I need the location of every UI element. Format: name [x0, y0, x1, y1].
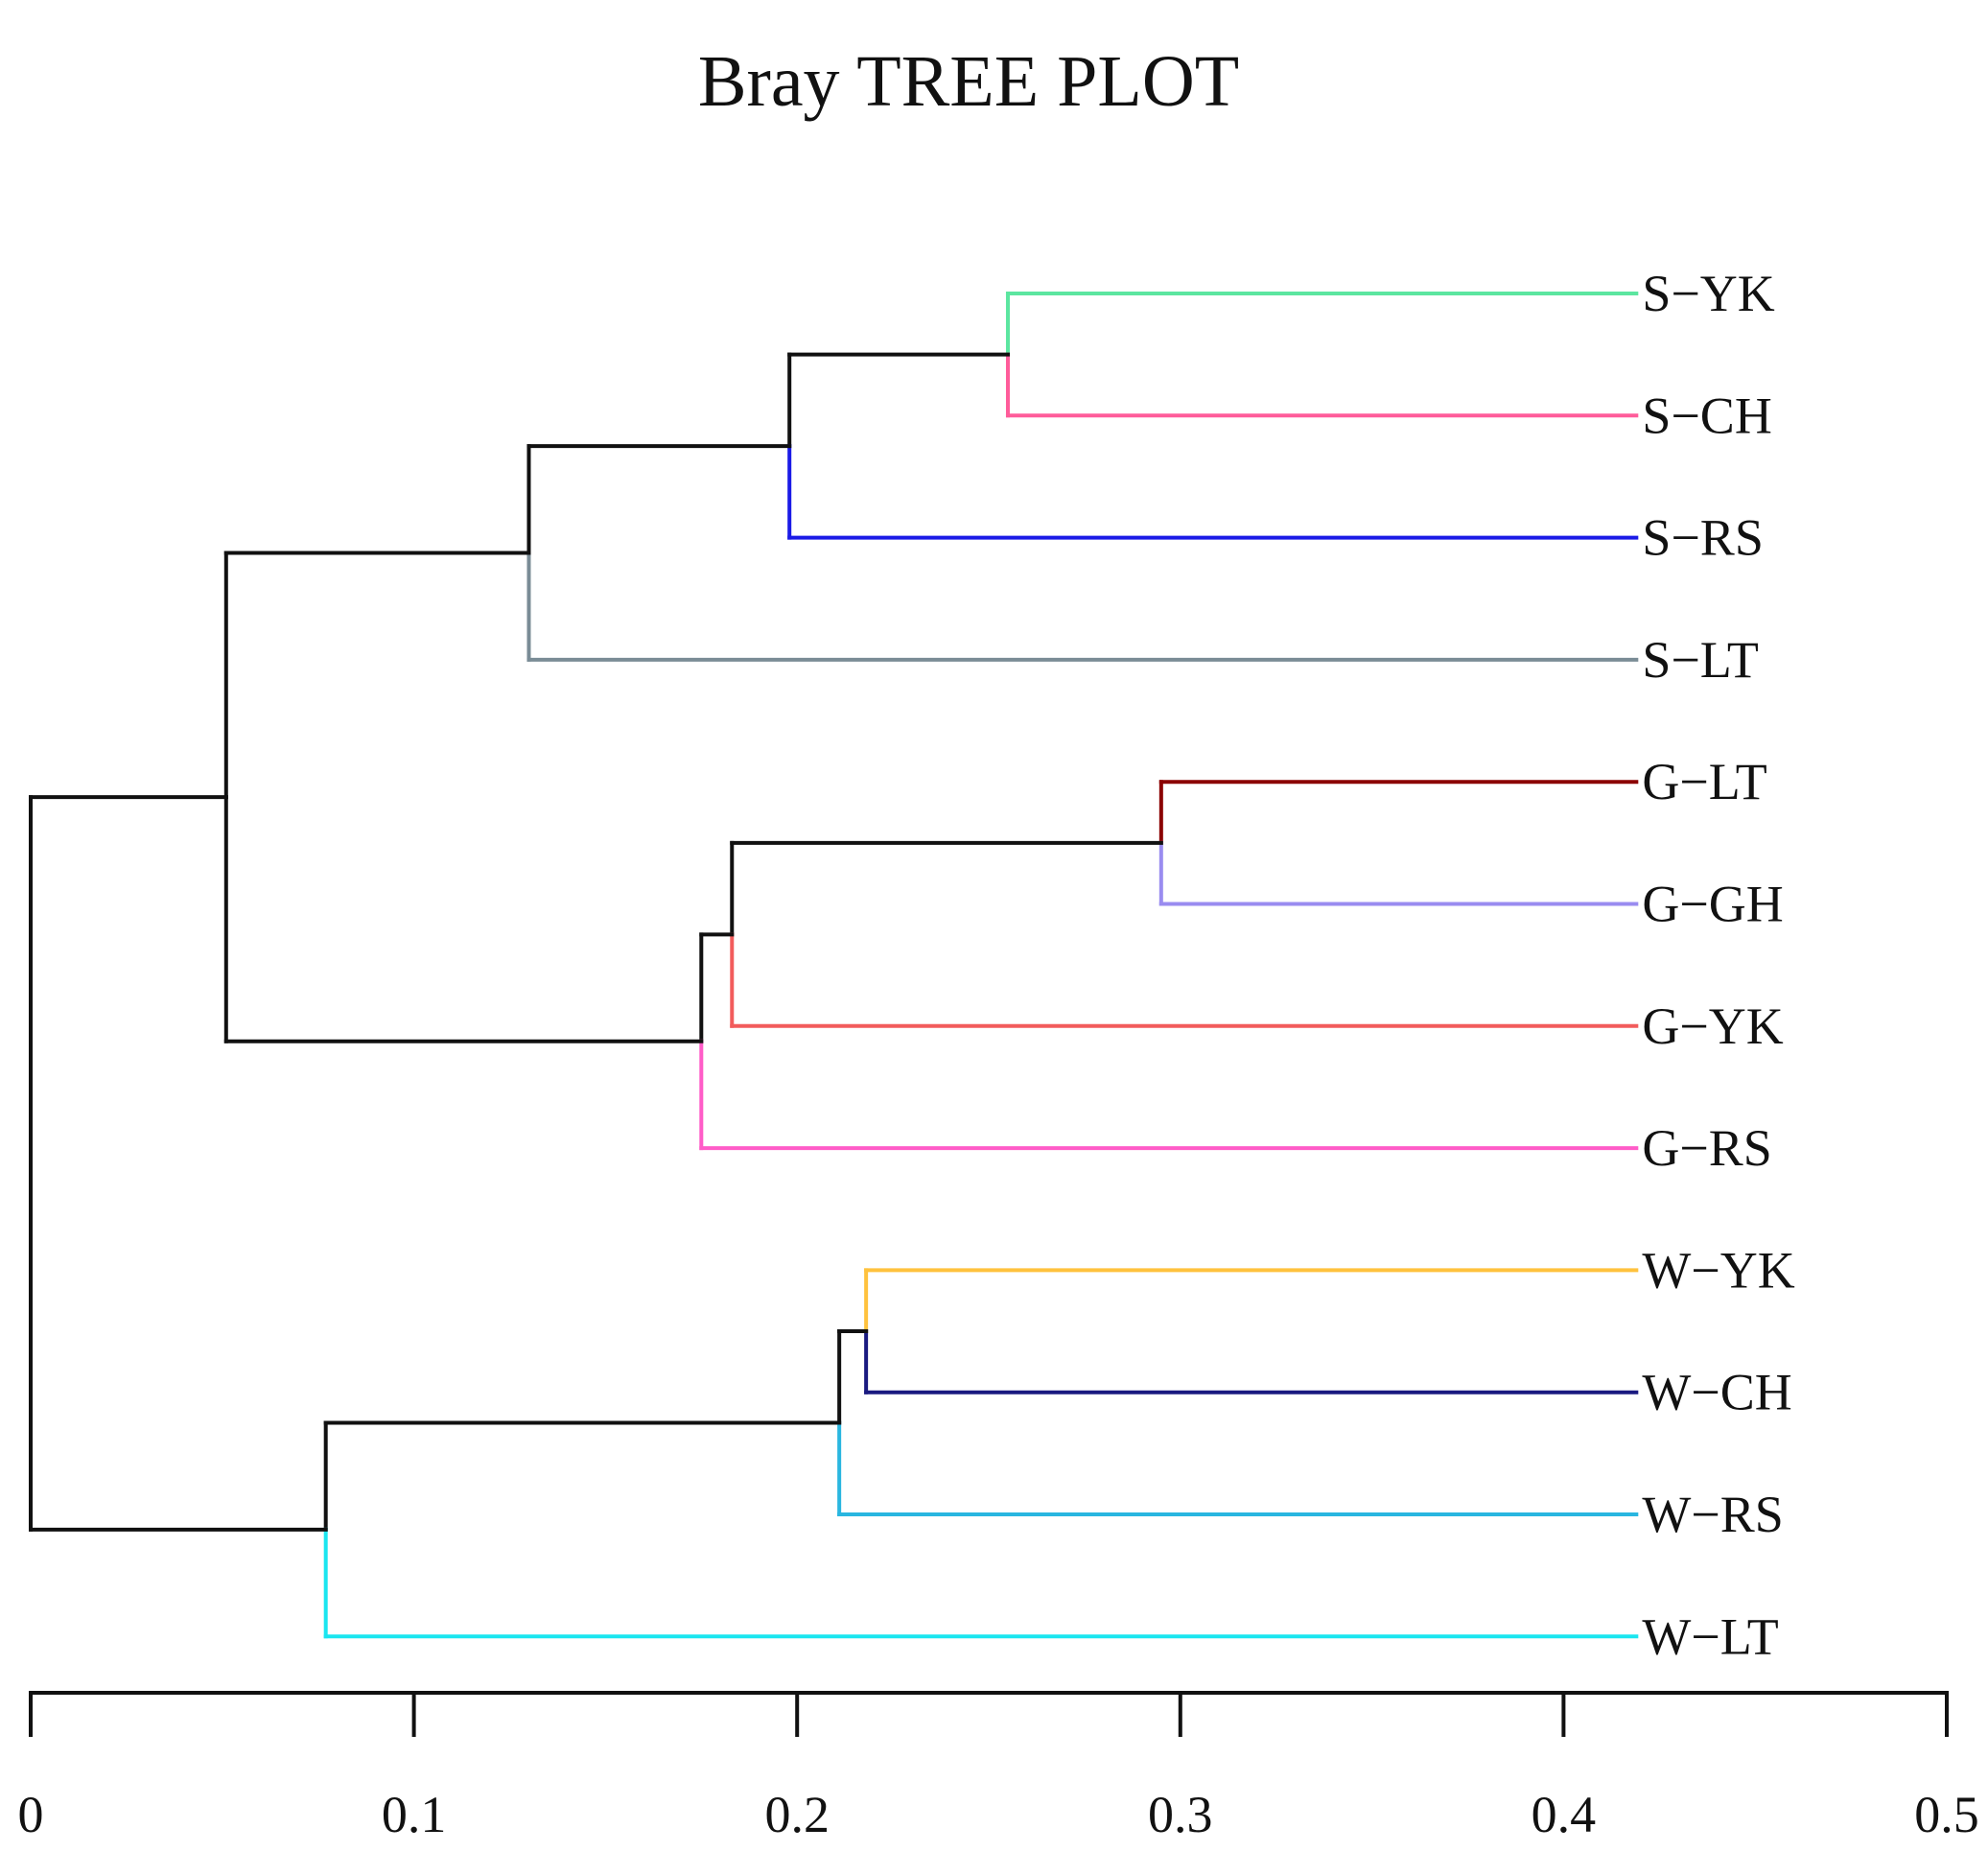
x-tick-label-3: 0.3 [1148, 1786, 1213, 1843]
x-tick-label-2: 0.2 [764, 1786, 830, 1843]
chart-title: Bray TREE PLOT [698, 41, 1239, 122]
x-tick-label-1: 0.1 [382, 1786, 447, 1843]
leaf-label-s-lt: S−LT [1642, 631, 1759, 689]
x-axis: 0 0.1 0.2 0.3 0.4 0.5 [18, 1691, 1979, 1843]
leaf-label-g-lt: G−LT [1642, 753, 1766, 810]
leaf-label-s-rs: S−RS [1642, 509, 1764, 567]
branches-group [29, 292, 1639, 1639]
x-tick-label-0: 0 [18, 1786, 44, 1843]
leaf-label-s-ch: S−CH [1642, 387, 1772, 444]
leaf-label-g-rs: G−RS [1642, 1119, 1772, 1177]
leaf-label-w-yk: W−YK [1642, 1241, 1794, 1299]
leaf-label-w-lt: W−LT [1642, 1607, 1778, 1665]
leaf-label-w-ch: W−CH [1642, 1364, 1791, 1421]
x-tick-label-4: 0.4 [1532, 1786, 1597, 1843]
leaf-label-g-gh: G−GH [1642, 876, 1783, 933]
leaf-label-g-yk: G−YK [1642, 997, 1783, 1055]
leaf-label-s-yk: S−YK [1642, 265, 1774, 322]
leaf-label-w-rs: W−RS [1642, 1486, 1783, 1543]
x-tick-label-5: 0.5 [1914, 1786, 1979, 1843]
leaf-labels-group: S−YK S−CH S−RS S−LT G−LT G−GH G−YK G−RS W−YK W−CH… [1642, 265, 1794, 1665]
